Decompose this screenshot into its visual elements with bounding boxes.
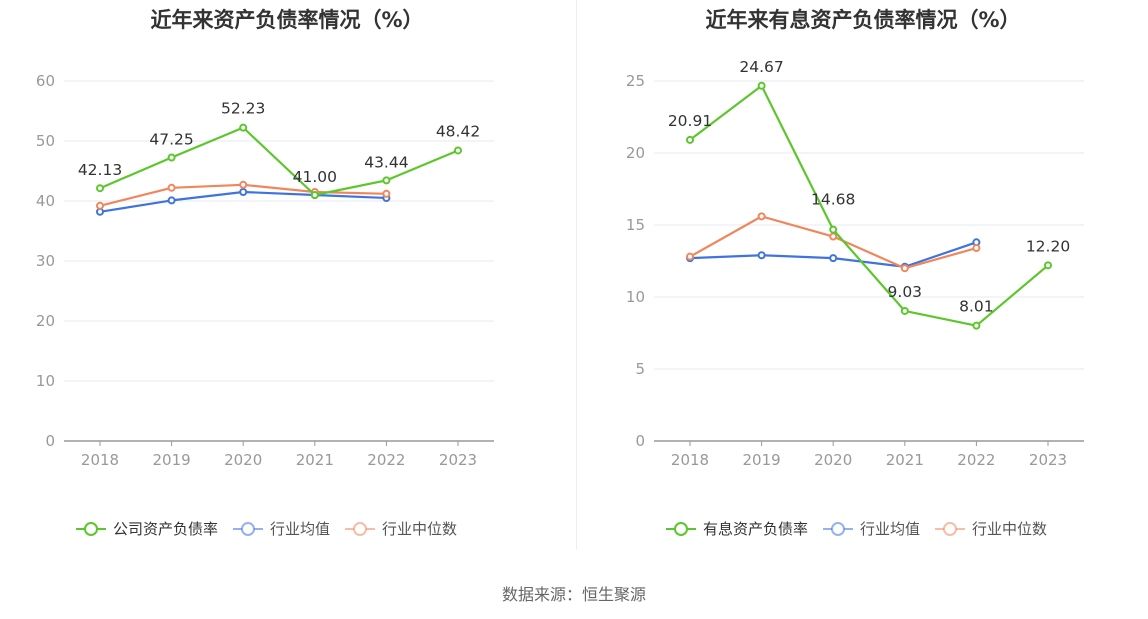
y-tick-label-right: 20 xyxy=(626,144,645,162)
data-point-left-0 xyxy=(454,146,462,155)
data-label-left: 42.13 xyxy=(78,161,122,179)
data-point-right-0 xyxy=(686,135,694,144)
legend-line-icon xyxy=(76,521,106,536)
y-tick-label-left: 20 xyxy=(36,312,55,330)
legend-line-icon xyxy=(345,521,376,536)
x-tick-label-left: 2019 xyxy=(153,451,191,469)
data-point-right-0 xyxy=(972,321,981,330)
legend-label: 行业中位数 xyxy=(972,520,1048,538)
data-point-left-2 xyxy=(239,180,248,189)
data-point-right-2 xyxy=(972,244,981,253)
y-tick-label-left: 10 xyxy=(36,372,55,390)
data-source: 数据来源：恒生聚源 xyxy=(501,585,646,604)
y-tick-label-left: 30 xyxy=(36,252,55,270)
y-tick-label-right: 0 xyxy=(635,432,645,450)
y-tick-label-right: 25 xyxy=(626,72,645,90)
series-line-right-0 xyxy=(689,84,1049,327)
legend-line-icon xyxy=(666,521,696,536)
data-label-left: 52.23 xyxy=(221,100,265,118)
x-tick-label-right: 2021 xyxy=(886,451,924,469)
data-point-right-1 xyxy=(757,251,766,260)
legend-label: 行业中位数 xyxy=(382,520,458,538)
x-tick-label-left: 2018 xyxy=(81,451,119,469)
chart-divider xyxy=(576,0,577,550)
legend-left: 公司资产负债率 行业均值 行业中位数 xyxy=(75,518,471,539)
y-tick-label-left: 40 xyxy=(36,192,55,210)
data-point-left-0 xyxy=(382,176,391,185)
legend-label: 行业均值 xyxy=(860,520,921,538)
y-tick-label-right: 15 xyxy=(626,216,645,234)
chart-title-right: 近年来有息资产负债率情况（%） xyxy=(705,8,1021,32)
legend-item-left-0[interactable]: 公司资产负债率 xyxy=(75,518,218,539)
legend-item-right-1[interactable]: 行业均值 xyxy=(822,518,920,539)
data-point-right-2 xyxy=(829,232,838,241)
x-tick-label-left: 2021 xyxy=(296,451,334,469)
data-point-right-2 xyxy=(757,212,766,221)
legend-right: 有息资产负债率 行业均值 行业中位数 xyxy=(665,518,1061,539)
data-point-left-1 xyxy=(239,188,248,196)
x-tick-label-right: 2019 xyxy=(743,451,781,469)
data-point-right-0 xyxy=(900,306,909,315)
data-label-right: 8.01 xyxy=(959,298,994,316)
data-label-right: 9.03 xyxy=(888,283,923,301)
data-point-left-0 xyxy=(239,123,248,132)
x-tick-label-right: 2023 xyxy=(1029,451,1067,469)
data-point-left-2 xyxy=(96,201,104,210)
legend-item-right-2[interactable]: 行业中位数 xyxy=(934,518,1047,539)
legend-label: 有息资产负债率 xyxy=(703,520,809,538)
legend-item-left-2[interactable]: 行业中位数 xyxy=(344,518,457,539)
legend-line-icon xyxy=(935,521,966,536)
legend-line-icon xyxy=(233,521,264,536)
data-label-left: 48.42 xyxy=(436,122,480,140)
data-point-right-0 xyxy=(757,81,766,90)
data-label-right: 24.67 xyxy=(739,58,783,76)
data-label-left: 43.44 xyxy=(364,153,408,171)
data-point-right-2 xyxy=(686,252,694,261)
data-label-right: 12.20 xyxy=(1026,237,1070,255)
x-tick-label-right: 2020 xyxy=(814,451,852,469)
chart-title-left: 近年来资产负债率情况（%） xyxy=(150,8,424,32)
data-point-right-0 xyxy=(1044,261,1052,270)
data-point-left-1 xyxy=(167,196,176,205)
y-tick-label-right: 5 xyxy=(635,360,645,378)
data-point-left-0 xyxy=(310,191,319,199)
x-tick-label-right: 2018 xyxy=(671,451,709,469)
legend-item-right-0[interactable]: 有息资产负债率 xyxy=(665,518,808,539)
data-point-left-0 xyxy=(167,153,176,162)
data-label-left: 41.00 xyxy=(293,168,337,186)
y-tick-label-left: 60 xyxy=(36,72,55,90)
series-line-left-0 xyxy=(99,126,459,197)
data-label-right: 20.91 xyxy=(668,112,712,130)
data-point-left-0 xyxy=(96,184,104,193)
data-point-left-2 xyxy=(382,189,391,198)
y-tick-label-left: 50 xyxy=(36,132,55,150)
data-label-left: 47.25 xyxy=(149,131,193,149)
x-tick-label-left: 2023 xyxy=(439,451,477,469)
legend-label: 公司资产负债率 xyxy=(113,520,219,538)
data-point-right-1 xyxy=(829,254,838,263)
legend-label: 行业均值 xyxy=(270,520,331,538)
legend-line-icon xyxy=(823,521,854,536)
y-tick-label-left: 0 xyxy=(45,432,55,450)
x-tick-label-left: 2020 xyxy=(224,451,262,469)
data-label-right: 14.68 xyxy=(811,191,855,209)
x-tick-label-left: 2022 xyxy=(367,451,405,469)
x-tick-label-right: 2022 xyxy=(957,451,995,469)
legend-item-left-1[interactable]: 行业均值 xyxy=(232,518,330,539)
data-point-right-0 xyxy=(829,225,838,234)
data-point-right-2 xyxy=(900,264,909,273)
y-tick-label-right: 10 xyxy=(626,288,645,306)
data-point-left-2 xyxy=(167,183,176,192)
